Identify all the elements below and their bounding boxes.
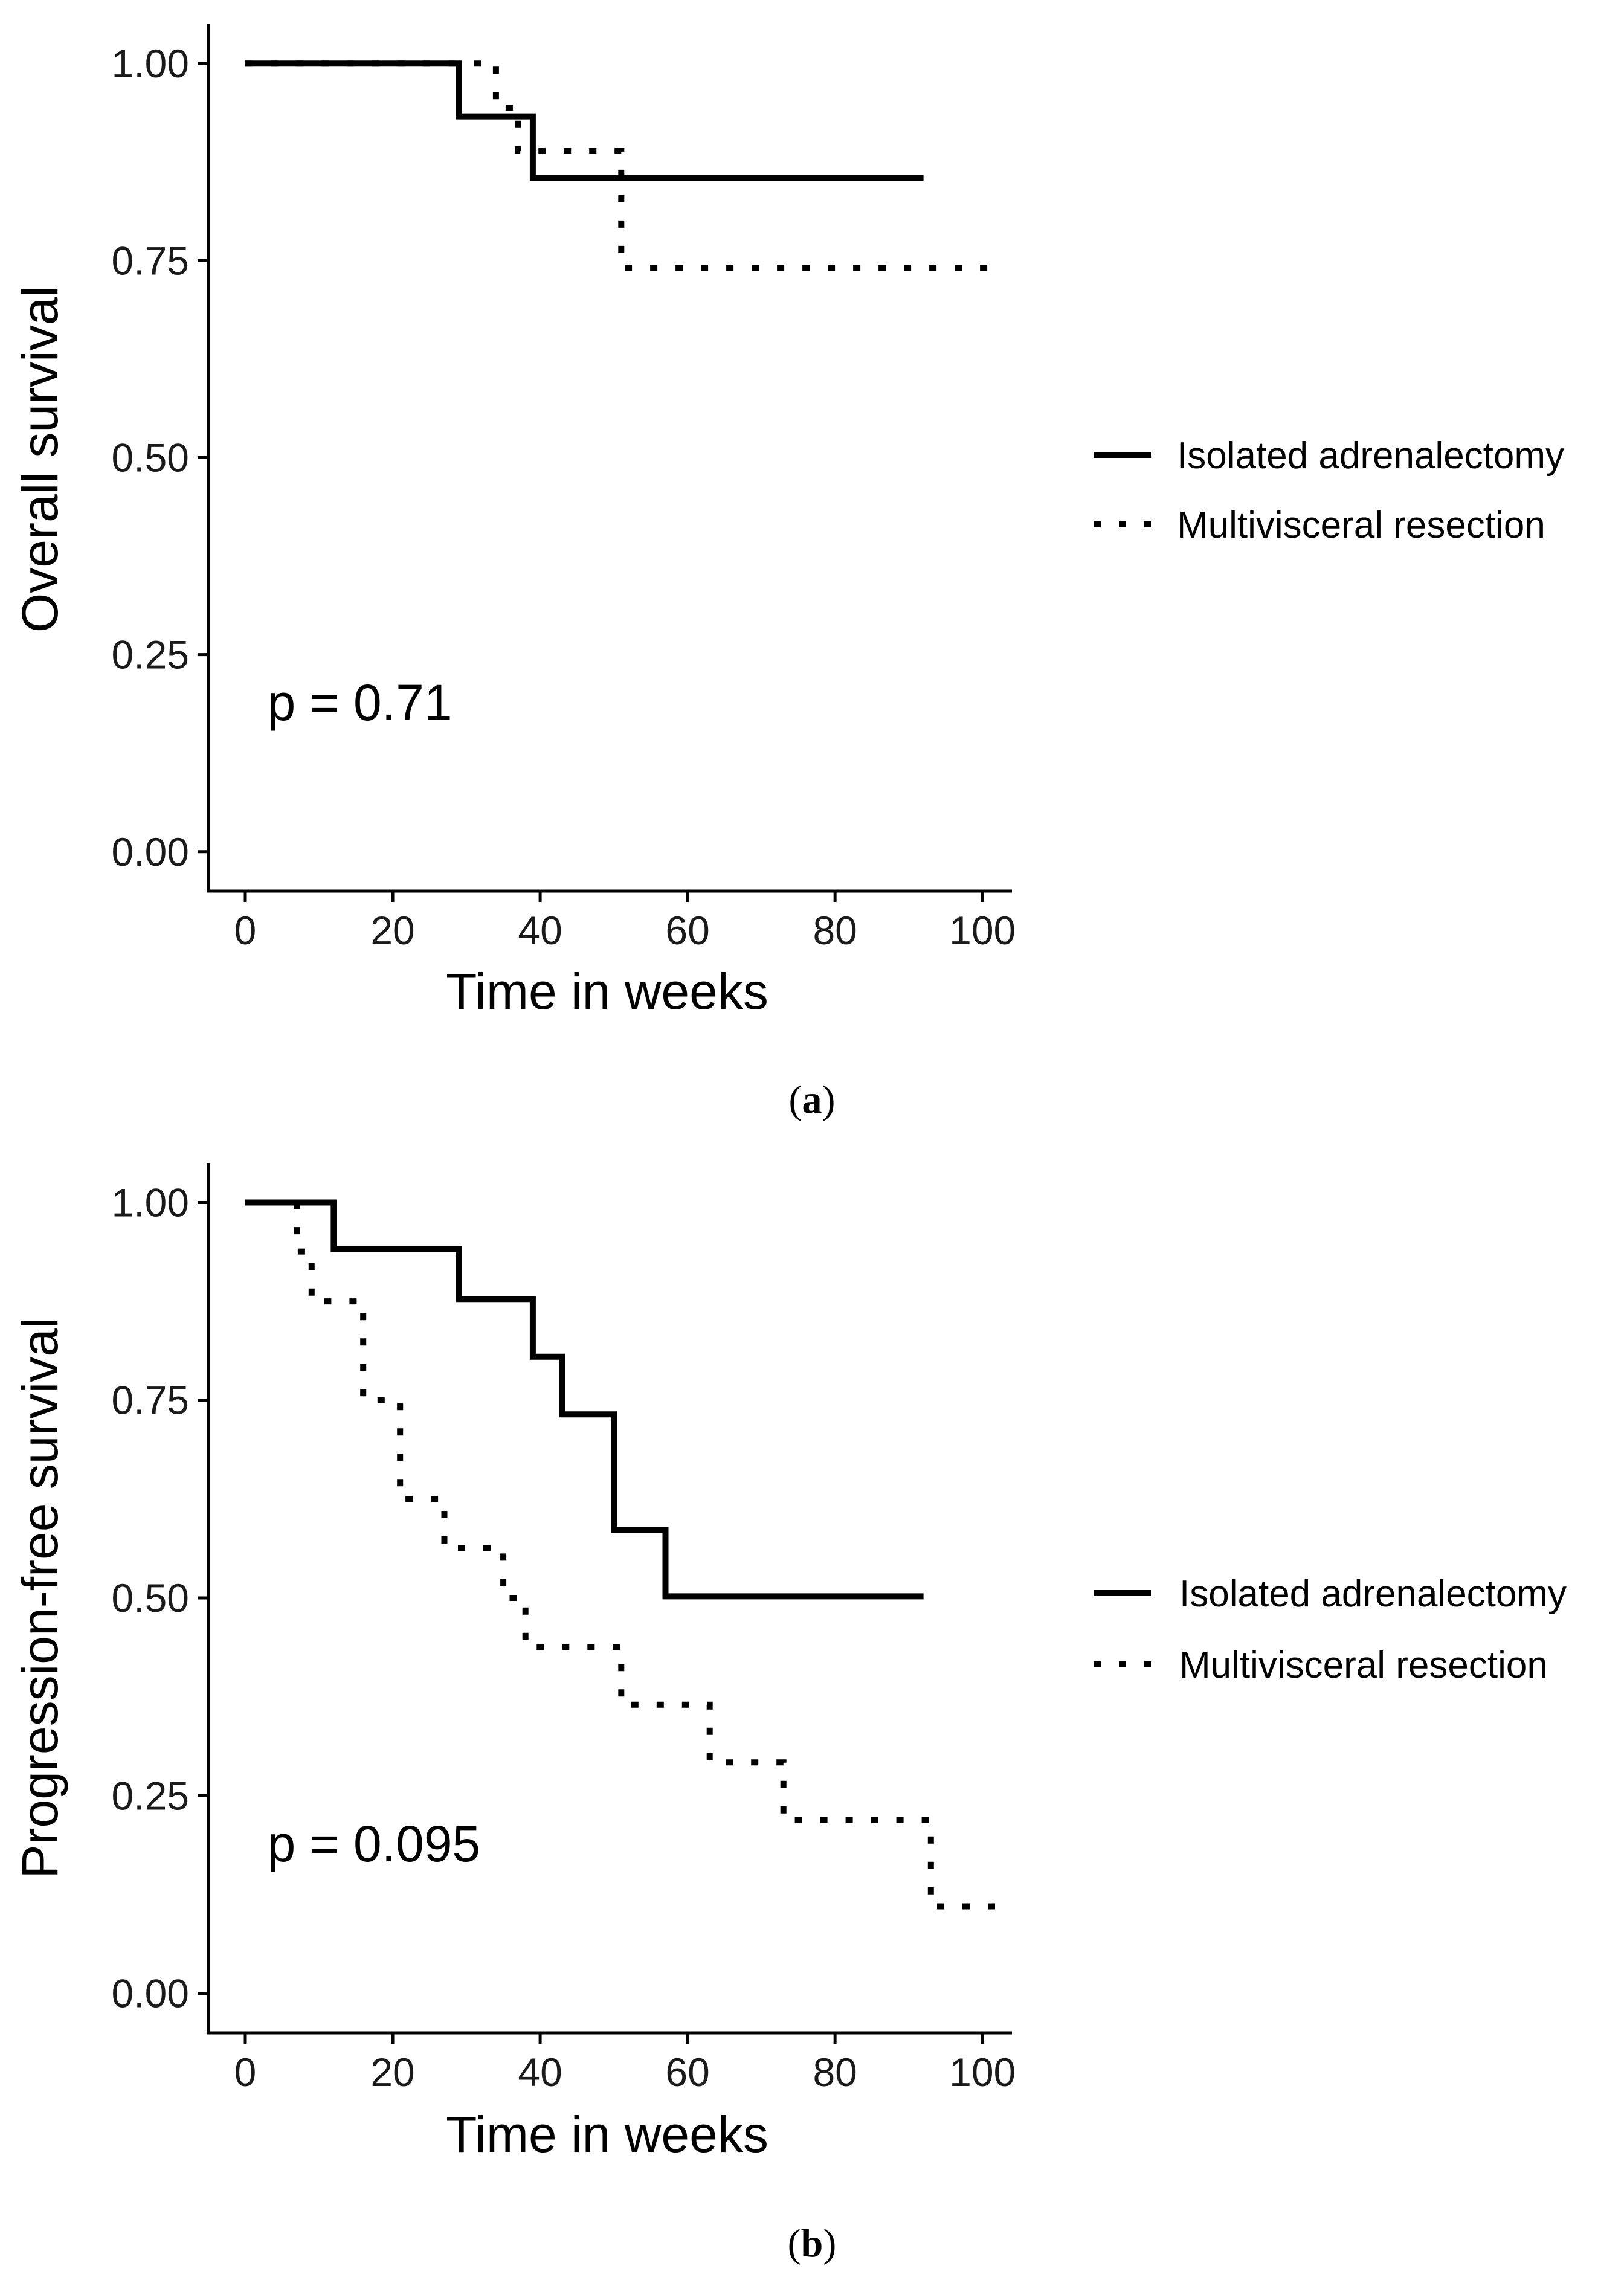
panel-a-chart: 0.00 0.25 0.50 0.75 1.00 0 20 40 60 80 100 p = 0.… xyxy=(11,24,1564,1122)
panel-b-x-tick-label: 80 xyxy=(813,2050,857,2095)
panel-a-legend-label-multivisceral: Multivisceral resection xyxy=(1177,504,1545,546)
panel-a-x-tick-label: 0 xyxy=(234,908,257,953)
panel-a-x-tick-label: 40 xyxy=(518,908,562,953)
panel-a-legend: Isolated adrenalectomy Multivisceral res… xyxy=(1094,435,1564,546)
panel-b-x-tick-label: 60 xyxy=(665,2050,709,2095)
panel-b-y-axis-ticks: 0.00 0.25 0.50 0.75 1.00 xyxy=(112,1180,208,2016)
panel-b-y-tick-label: 0.25 xyxy=(112,1773,189,1818)
panel-b-x-tick-label: 20 xyxy=(370,2050,414,2095)
panel-a-y-tick-label: 0.25 xyxy=(112,633,189,677)
panel-b-x-axis-title: Time in weeks xyxy=(446,2106,768,2163)
panel-b-legend: Isolated adrenalectomy Multivisceral res… xyxy=(1094,1573,1567,1686)
panel-a-x-tick-label: 60 xyxy=(665,908,709,953)
panel-a-y-tick-label: 1.00 xyxy=(112,41,189,86)
panel-a-x-axis-title: Time in weeks xyxy=(446,963,768,1020)
panel-b-x-tick-label: 40 xyxy=(518,2050,562,2095)
panel-a-p-value: p = 0.71 xyxy=(268,674,453,731)
panel-a-series-isolated-adrenalectomy xyxy=(245,60,924,181)
panel-b-legend-label-isolated: Isolated adrenalectomy xyxy=(1179,1573,1567,1615)
panel-b-caption: (b) xyxy=(788,2221,837,2265)
panel-b-y-tick-label: 0.50 xyxy=(112,1576,189,1620)
panel-a-x-tick-label: 100 xyxy=(949,908,1016,953)
panel-a-y-tick-label: 0.75 xyxy=(112,238,189,283)
panel-b-caption-letter: b xyxy=(801,2221,823,2265)
panel-a-y-axis-ticks: 0.00 0.25 0.50 0.75 1.00 xyxy=(112,41,208,874)
panel-a-x-tick-label: 80 xyxy=(813,908,857,953)
panel-a-x-tick-label: 20 xyxy=(370,908,414,953)
panel-b-legend-label-multivisceral: Multivisceral resection xyxy=(1179,1644,1548,1686)
panel-b-series-isolated-adrenalectomy xyxy=(245,1199,924,1600)
panel-b-chart: 0.00 0.25 0.50 0.75 1.00 0 20 40 60 80 100 p = 0.… xyxy=(11,1163,1567,2265)
panel-a-caption: (a) xyxy=(789,1078,836,1122)
panel-b-y-tick-label: 0.00 xyxy=(112,1971,189,2016)
panel-a-caption-letter: a xyxy=(802,1078,822,1122)
panel-a-legend-label-isolated: Isolated adrenalectomy xyxy=(1177,435,1564,477)
panel-a-y-axis-title: Overall survival xyxy=(11,286,68,633)
panel-b-curves xyxy=(245,1199,997,1910)
panel-b-x-tick-label: 100 xyxy=(949,2050,1016,2095)
panel-a-y-tick-label: 0.50 xyxy=(112,436,189,480)
panel-b-x-tick-label: 0 xyxy=(234,2050,257,2095)
panel-b-y-tick-label: 0.75 xyxy=(112,1378,189,1423)
panel-a-y-tick-label: 0.00 xyxy=(112,829,189,874)
panel-b-x-axis-ticks: 0 20 40 60 80 100 xyxy=(234,2033,1016,2095)
panel-a-x-axis-ticks: 0 20 40 60 80 100 xyxy=(234,891,1016,953)
panel-b-series-multivisceral-resection xyxy=(245,1199,997,1910)
panel-b-p-value: p = 0.095 xyxy=(268,1815,481,1872)
panel-a-series-multivisceral-resection xyxy=(245,60,997,271)
panel-a-curves xyxy=(245,60,997,271)
panel-b-y-axis-title: Progression-free survival xyxy=(11,1317,68,1878)
panel-b-y-tick-label: 1.00 xyxy=(112,1180,189,1225)
